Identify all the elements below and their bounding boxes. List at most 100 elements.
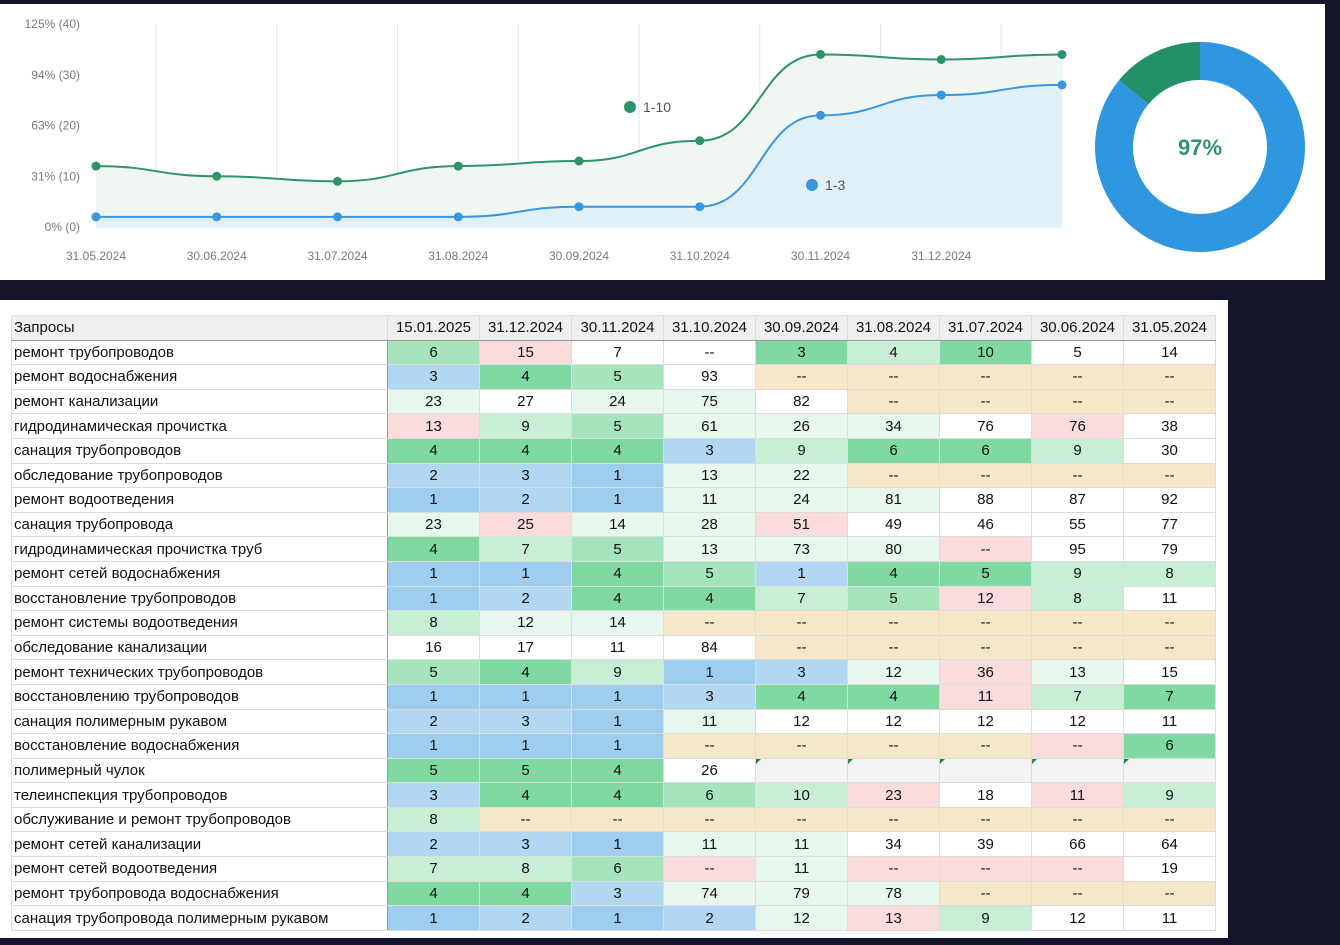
position-cell: -- [939, 536, 1032, 562]
position-cell: -- [663, 339, 756, 366]
position-cell: 14 [571, 511, 664, 538]
position-cell: -- [1031, 610, 1124, 636]
table-row: ремонт технических трубопроводов 5 4 9 1 3 12 3… [11, 659, 1216, 685]
query-cell: санация трубопровода полимерным рукавом [11, 905, 388, 931]
table-row: ремонт водоотведения 1 2 1 11 24 81 88 87 92 [11, 487, 1216, 513]
position-cell: 79 [1123, 536, 1216, 562]
data-point [212, 212, 222, 222]
position-cell: 17 [479, 634, 572, 661]
data-point [936, 90, 946, 100]
position-cell: 11 [571, 634, 664, 661]
position-cell: 11 [1123, 905, 1216, 931]
position-cell: 3 [479, 462, 572, 489]
data-point [574, 202, 584, 212]
position-cell: -- [663, 733, 756, 759]
position-cell: 2 [479, 487, 572, 513]
table-header-row: Запросы 15.01.2025 31.12.2024 30.11.2024 31.… [11, 315, 1216, 341]
position-cell: 1 [571, 462, 664, 489]
position-cell: 11 [663, 708, 756, 735]
table-row: гидродинамическая прочистка труб 4 7 5 13 73 8… [11, 536, 1216, 562]
position-cell: 13 [387, 413, 480, 439]
position-cell: 11 [1123, 708, 1216, 735]
column-header-date: 30.09.2024 [755, 315, 848, 341]
table-row: ремонт трубопроводов 6 15 7 -- 3 4 10 5 14 [11, 339, 1216, 366]
position-cell: -- [939, 462, 1032, 489]
position-cell: 9 [1031, 437, 1124, 464]
position-cell: 11 [939, 683, 1032, 710]
position-cell: 26 [755, 413, 848, 439]
position-cell: -- [1123, 806, 1216, 833]
query-cell: ремонт сетей водоснабжения [11, 560, 388, 587]
position-cell: 82 [755, 388, 848, 415]
position-cell: -- [847, 388, 940, 415]
series-label: 1-3 [825, 177, 845, 193]
position-cell: 4 [571, 782, 664, 808]
position-cell: -- [847, 462, 940, 489]
position-cell: 11 [755, 856, 848, 882]
position-cell: 4 [847, 339, 940, 366]
column-header-date: 31.12.2024 [479, 315, 572, 341]
position-cell: 8 [387, 610, 480, 636]
position-cell: 12 [847, 659, 940, 685]
position-cell: -- [755, 634, 848, 661]
position-cell: 6 [571, 856, 664, 882]
position-cell: 3 [755, 339, 848, 366]
position-cell: 34 [847, 413, 940, 439]
position-cell: 3 [387, 782, 480, 808]
position-cell: 75 [663, 388, 756, 415]
position-cell: 87 [1031, 487, 1124, 513]
y-tick-label: 94% (30) [31, 68, 80, 82]
position-cell: -- [847, 634, 940, 661]
position-cell: 5 [663, 560, 756, 587]
table-row: ремонт трубопровода водоснабжения 4 4 3 74 79… [11, 880, 1216, 907]
query-cell: ремонт трубопроводов [11, 339, 388, 366]
query-cell: восстановление трубопроводов [11, 585, 388, 612]
table-row: ремонт сетей водоснабжения 1 1 4 5 1 4 5 9 8 [11, 560, 1216, 587]
data-point [91, 212, 101, 222]
column-header-date: 31.08.2024 [847, 315, 940, 341]
position-cell [1123, 757, 1216, 784]
position-cell: -- [663, 610, 756, 636]
position-cell: 76 [939, 413, 1032, 439]
query-cell: ремонт водоотведения [11, 487, 388, 513]
position-cell: 7 [571, 339, 664, 366]
table-row: санация трубопроводов 4 4 4 3 9 6 6 9 30 [11, 437, 1216, 464]
table-row: обследование канализации 16 17 11 84 -- -- -- --… [11, 634, 1216, 661]
position-cell: 1 [571, 733, 664, 759]
position-cell: 73 [755, 536, 848, 562]
position-cell: 2 [479, 905, 572, 931]
position-cell: 74 [663, 880, 756, 907]
table-row: гидродинамическая прочистка 13 9 5 61 26 34 76 7… [11, 413, 1216, 439]
position-cell: 14 [571, 610, 664, 636]
position-cell: 93 [663, 364, 756, 390]
position-cell: 1 [571, 683, 664, 710]
position-cell: -- [1123, 462, 1216, 489]
data-point [1057, 49, 1067, 59]
position-cell: -- [939, 634, 1032, 661]
position-cell: 24 [755, 487, 848, 513]
position-cell: -- [939, 388, 1032, 415]
position-cell: 1 [571, 487, 664, 513]
table-row: полимерный чулок 5 5 4 26 [11, 757, 1216, 784]
query-cell: ремонт сетей канализации [11, 831, 388, 858]
query-cell: гидродинамическая прочистка [11, 413, 388, 439]
position-cell: 12 [1031, 905, 1124, 931]
query-cell: санация полимерным рукавом [11, 708, 388, 735]
table-row: санация полимерным рукавом 2 3 1 11 12 12 12 12 1… [11, 708, 1216, 735]
position-cell: 5 [1031, 339, 1124, 366]
query-cell: обслуживание и ремонт трубопроводов [11, 806, 388, 833]
position-cell: 5 [571, 536, 664, 562]
position-cell [939, 757, 1032, 784]
query-cell: гидродинамическая прочистка труб [11, 536, 388, 562]
position-cell: -- [939, 733, 1032, 759]
position-cell: 84 [663, 634, 756, 661]
position-cell: 1 [571, 708, 664, 735]
table-row: восстановление трубопроводов 1 2 4 4 7 5 12 8 11 [11, 585, 1216, 612]
series-area-1-3 [96, 84, 1062, 228]
position-cell: 9 [571, 659, 664, 685]
position-cell: 55 [1031, 511, 1124, 538]
position-cell: 1 [387, 585, 480, 612]
x-tick-label: 30.09.2024 [549, 249, 609, 263]
column-header-date: 15.01.2025 [387, 315, 480, 341]
position-cell: 49 [847, 511, 940, 538]
